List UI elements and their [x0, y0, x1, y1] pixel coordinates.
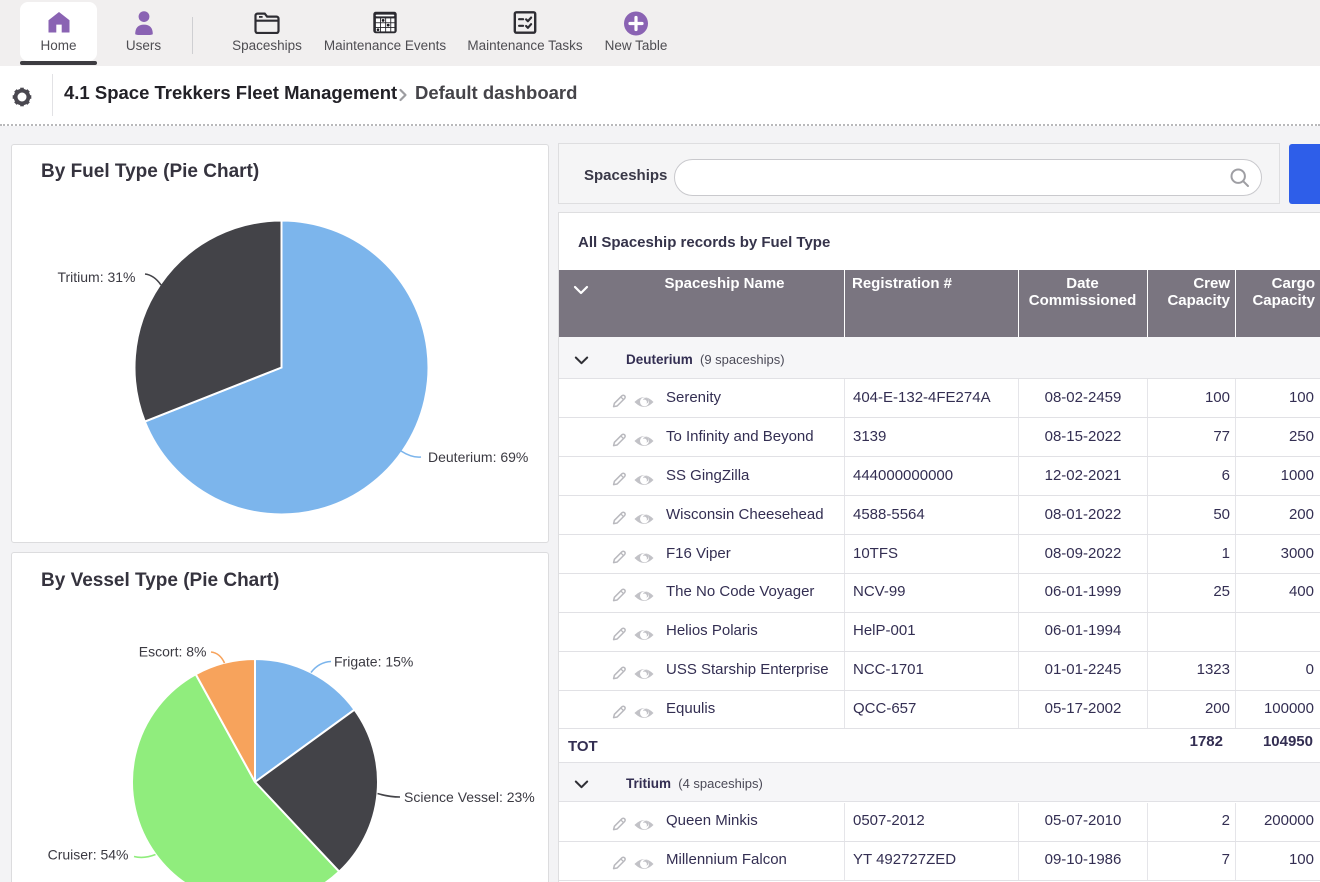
svg-text:Science Vessel: 23%: Science Vessel: 23% [404, 789, 535, 805]
svg-text:Cruiser: 54%: Cruiser: 54% [48, 847, 129, 863]
svg-text:Tritium: 31%: Tritium: 31% [57, 269, 135, 285]
svg-text:Frigate: 15%: Frigate: 15% [334, 654, 413, 670]
svg-text:Escort: 8%: Escort: 8% [139, 644, 207, 660]
svg-text:Deuterium: 69%: Deuterium: 69% [428, 449, 528, 465]
